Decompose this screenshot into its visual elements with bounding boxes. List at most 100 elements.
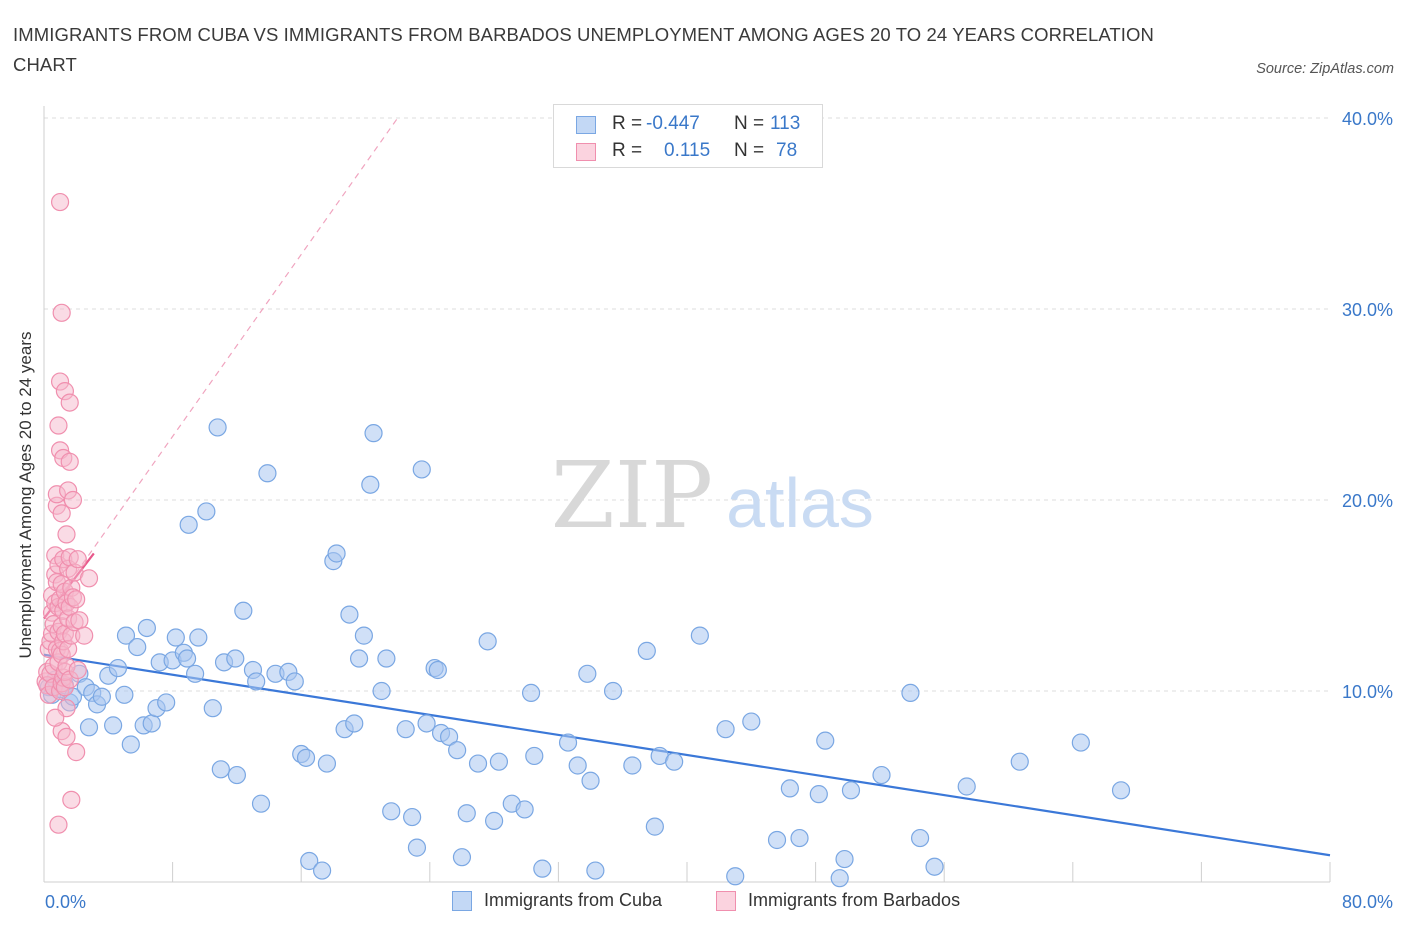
cuba-data-point (716, 720, 735, 739)
cuba-data-point (1111, 781, 1131, 800)
cuba-data-point (177, 649, 197, 668)
cuba-data-point (521, 683, 541, 703)
barbados-data-point (63, 490, 83, 510)
barbados-data-point (57, 727, 76, 746)
cuba-data-point (439, 727, 459, 746)
n-label: N = (734, 140, 765, 161)
cuba-data-point (345, 714, 364, 733)
barbados-data-point (60, 452, 79, 471)
barbados-data-point (79, 569, 99, 588)
data-points (36, 192, 1131, 888)
cuba-data-point (525, 746, 544, 766)
cuba-data-point (296, 748, 316, 767)
cuba-data-point (910, 828, 930, 848)
cuba-data-point (407, 838, 427, 857)
cuba-data-point (361, 475, 380, 494)
barbados-data-point (52, 303, 71, 322)
cuba-data-point (957, 777, 976, 796)
r-label: R = (612, 113, 643, 134)
tick-labels: 10.0% 20.0% 30.0% 40.0% 0.0% 80.0% (45, 109, 1393, 912)
barbados-data-point (49, 815, 68, 834)
barbados-data-point (49, 416, 68, 435)
cuba-data-point (142, 714, 161, 733)
barbados-legend-label: Immigrants from Barbados (748, 890, 961, 910)
cuba-data-point (372, 681, 391, 701)
cuba-data-point (317, 754, 337, 773)
cuba-data-point (568, 756, 587, 775)
y-axis-label: Unemployment Among Ages 20 to 24 years (16, 332, 35, 659)
cuba-data-point (468, 754, 488, 773)
cuba-data-point (448, 741, 467, 760)
cuba-data-point (377, 649, 396, 668)
chart-source: Source: ZipAtlas.com (1256, 61, 1394, 77)
cuba-data-point (104, 716, 123, 735)
cuba-data-point (285, 672, 304, 691)
chart-title: IMMIGRANTS FROM CUBA VS IMMIGRANTS FROM … (13, 24, 1155, 75)
barbados-swatch (576, 143, 596, 161)
cuba-data-point (489, 752, 509, 771)
cuba-data-point (121, 735, 140, 754)
cuba-data-point (637, 641, 656, 660)
barbados-data-point (52, 504, 71, 523)
barbados-data-point (60, 393, 79, 412)
cuba-data-point (92, 687, 111, 706)
barbados-data-point (67, 743, 86, 762)
n-value: 113 (770, 113, 801, 134)
cuba-data-point (226, 649, 245, 668)
r-value: 0.115 (664, 140, 711, 161)
cuba-data-point (186, 664, 205, 683)
cuba-data-point (208, 418, 227, 437)
n-value: 78 (776, 140, 798, 161)
cuba-data-point (396, 720, 415, 739)
cuba-legend-swatch (452, 891, 472, 911)
cuba-data-point (412, 460, 431, 479)
watermark: ZIP atlas (551, 442, 874, 549)
cuba-data-point (300, 851, 319, 871)
barbados-data-point (68, 550, 87, 569)
barbados-data-point (67, 590, 86, 609)
cuba-data-point (227, 765, 246, 785)
barbados-legend-swatch (716, 891, 736, 911)
cuba-data-point (835, 849, 854, 869)
stats-legend: R = -0.447 N = 113 R = 0.115 N = 78 (553, 104, 823, 168)
barbados-data-point (68, 660, 87, 680)
y-tick-label: 20.0% (1342, 491, 1393, 511)
cuba-data-point (251, 794, 271, 813)
cuba-data-point (340, 605, 359, 624)
barbados-data-point (46, 708, 65, 727)
cuba-data-point (354, 626, 373, 645)
cuba-data-point (203, 699, 222, 718)
cuba-data-point (428, 660, 447, 680)
cuba-data-point (157, 693, 176, 712)
cuba-data-point (780, 779, 799, 798)
cuba-data-point (515, 800, 534, 819)
n-label: N = (734, 113, 765, 134)
barbados-trend-extension (43, 117, 399, 619)
barbados-data-point (50, 192, 70, 212)
cuba-data-point (790, 828, 809, 848)
x-tick-label-end: 80.0% (1342, 892, 1393, 912)
cuba-legend-label: Immigrants from Cuba (484, 890, 663, 910)
cuba-data-point (558, 733, 578, 752)
r-label: R = (612, 140, 643, 161)
cuba-data-point (179, 515, 198, 534)
cuba-data-point (108, 658, 128, 678)
watermark-zip: ZIP (551, 442, 713, 549)
cuba-data-point (1010, 752, 1029, 771)
r-value: -0.447 (646, 113, 700, 134)
cuba-data-point (1071, 733, 1090, 752)
barbados-data-point (62, 790, 81, 809)
cuba-data-point (116, 626, 136, 645)
cuba-data-point (417, 714, 436, 733)
barbados-data-point (75, 626, 94, 645)
cuba-data-point (578, 664, 597, 683)
cuba-data-point (726, 867, 745, 886)
axes (43, 106, 1331, 883)
cuba-data-point (665, 752, 684, 771)
cuba-data-point (189, 628, 208, 647)
y-tick-label: 40.0% (1342, 109, 1393, 129)
cuba-data-point (581, 771, 600, 790)
cuba-data-point (925, 857, 944, 876)
cuba-data-point (349, 649, 369, 668)
